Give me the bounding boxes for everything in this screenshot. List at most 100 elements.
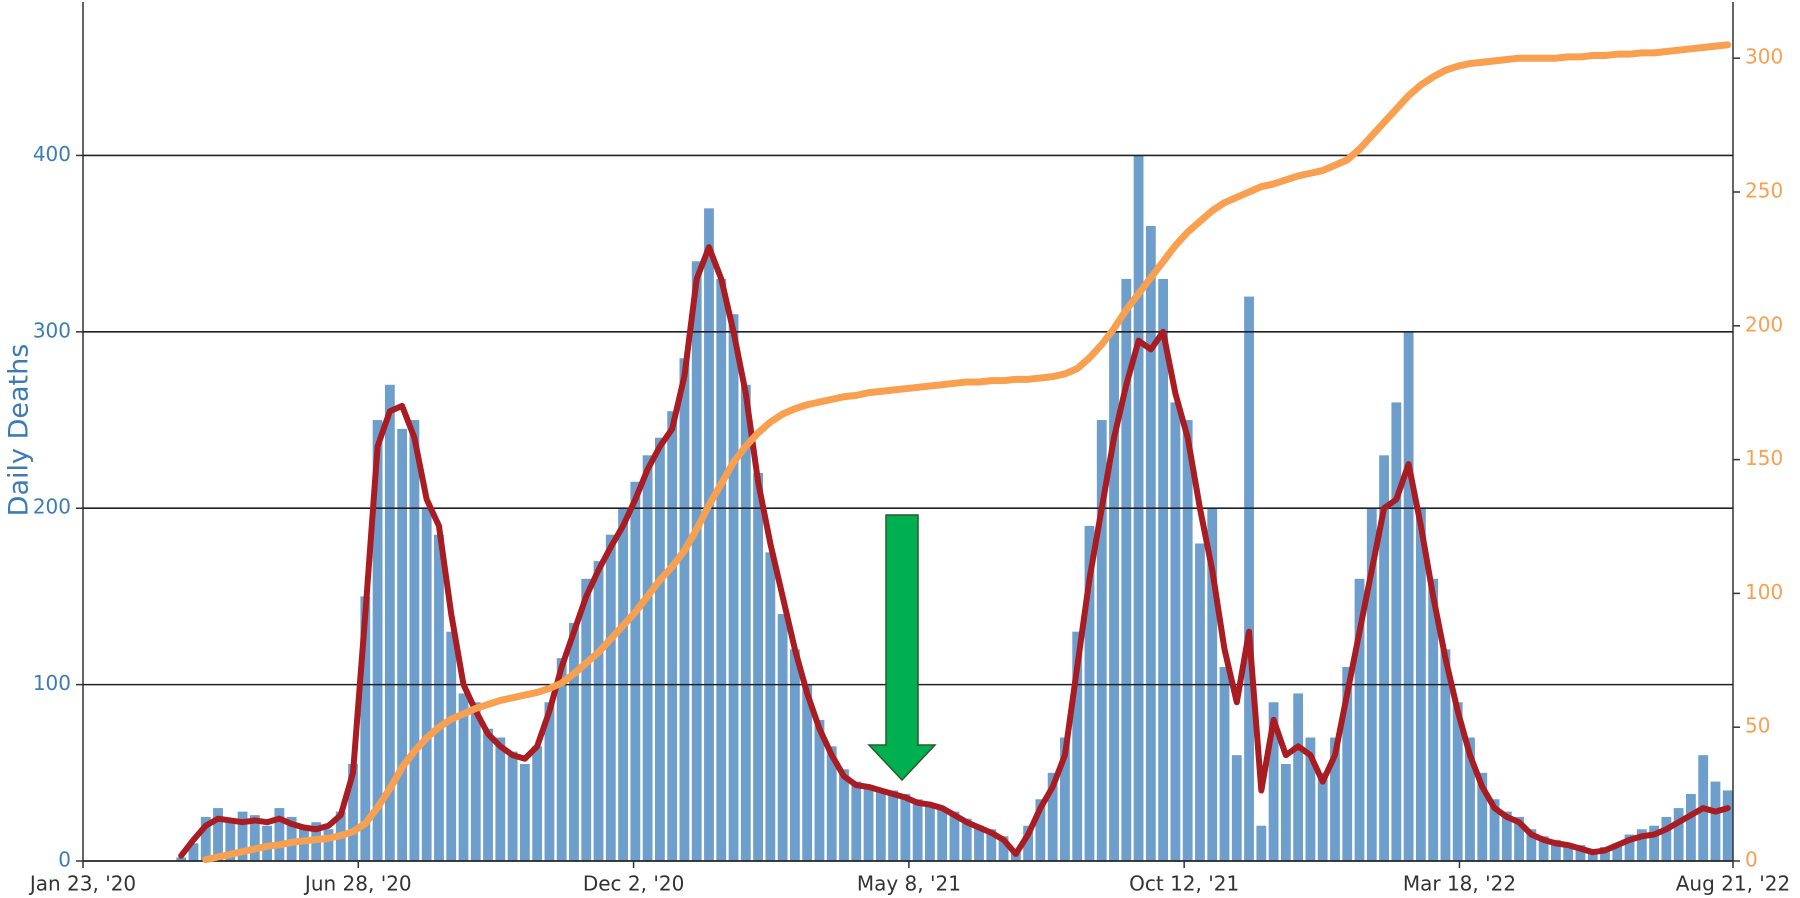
y2-tick-label: 100 [1745,580,1783,604]
bar [679,358,690,861]
bar [716,278,727,861]
bar [1035,799,1046,861]
arrow-annotation [867,514,937,782]
bar [789,649,800,861]
bar [802,684,813,861]
bar [1084,525,1095,861]
bar [654,437,665,861]
bar [372,420,383,861]
bar [1379,455,1389,861]
y2-tick-label: 0 [1745,848,1758,872]
bar [434,534,444,861]
bar [1575,845,1586,861]
bar [1489,799,1500,861]
bar [1612,843,1623,861]
bar [384,384,395,861]
bar [323,829,334,861]
bar [1673,808,1684,861]
bar [839,769,849,861]
bar [1600,846,1610,861]
bar [605,534,616,861]
y2-tick-label: 50 [1745,714,1770,738]
bar [483,728,493,861]
bar [753,472,763,861]
x-tick-label: May 8, '21 [857,872,961,896]
bar [1587,850,1598,861]
bar [1256,825,1267,861]
y2-tick-label: 200 [1745,312,1783,336]
bar [630,481,641,861]
bar [740,384,751,861]
bar [360,596,371,861]
bar [1268,702,1279,861]
bar [1538,836,1549,861]
grid-layer [76,2,1740,868]
y2-tick-label: 250 [1745,178,1783,202]
bar [949,811,960,861]
bar [1317,772,1328,861]
bar [925,804,935,861]
bar [593,561,604,861]
bar [348,763,358,861]
bar [213,808,223,861]
bar [1047,772,1058,861]
bar [826,746,837,861]
y-tick-label: 100 [33,671,71,695]
bar [1096,420,1107,861]
x-tick-label: Aug 21, '22 [1676,872,1791,896]
bar [1305,737,1316,861]
bar [1219,666,1230,861]
bar [642,455,653,861]
bar [1109,331,1119,861]
bar [176,857,187,861]
bar [569,622,579,861]
bar [1280,763,1291,861]
bar [544,702,555,861]
x-tick-label: Jun 28, '20 [303,872,412,896]
bar [409,420,420,861]
bar [888,790,899,861]
bar [961,818,972,861]
y2-tick-label: 300 [1745,45,1783,69]
bar [1182,420,1193,861]
line-layer [178,41,1732,864]
bar [1354,578,1365,861]
bar [1121,278,1132,861]
bar [974,825,984,861]
bar [446,631,457,861]
bar [986,829,997,861]
bar [556,658,567,861]
bar [507,751,518,861]
bar [765,552,776,861]
x-tick-label: Mar 18, '22 [1403,872,1516,896]
bar [1158,278,1169,861]
bar [1514,816,1524,861]
bar [274,808,285,861]
bar [1403,331,1414,861]
bar [1649,825,1660,861]
bar [875,790,886,861]
cumulative-line [202,41,1732,864]
bar [1231,755,1242,861]
bar [1195,543,1205,861]
bar [1465,737,1475,861]
bar [814,719,825,861]
bar [1244,296,1254,861]
bar [1023,825,1034,861]
bar [1636,829,1647,861]
x-tick-label: Dec 2, '20 [583,872,684,896]
bar [1686,793,1696,861]
bar [519,763,530,861]
y-tick-label: 300 [33,318,71,342]
bar [937,808,948,861]
bar [495,737,506,861]
bar [397,428,408,861]
bar [667,411,678,861]
bar [470,702,481,861]
bar [249,815,260,861]
bar [1072,631,1083,861]
x-tick-label: Oct 12, '21 [1129,872,1239,896]
bar [900,793,911,861]
bar [1661,816,1672,861]
